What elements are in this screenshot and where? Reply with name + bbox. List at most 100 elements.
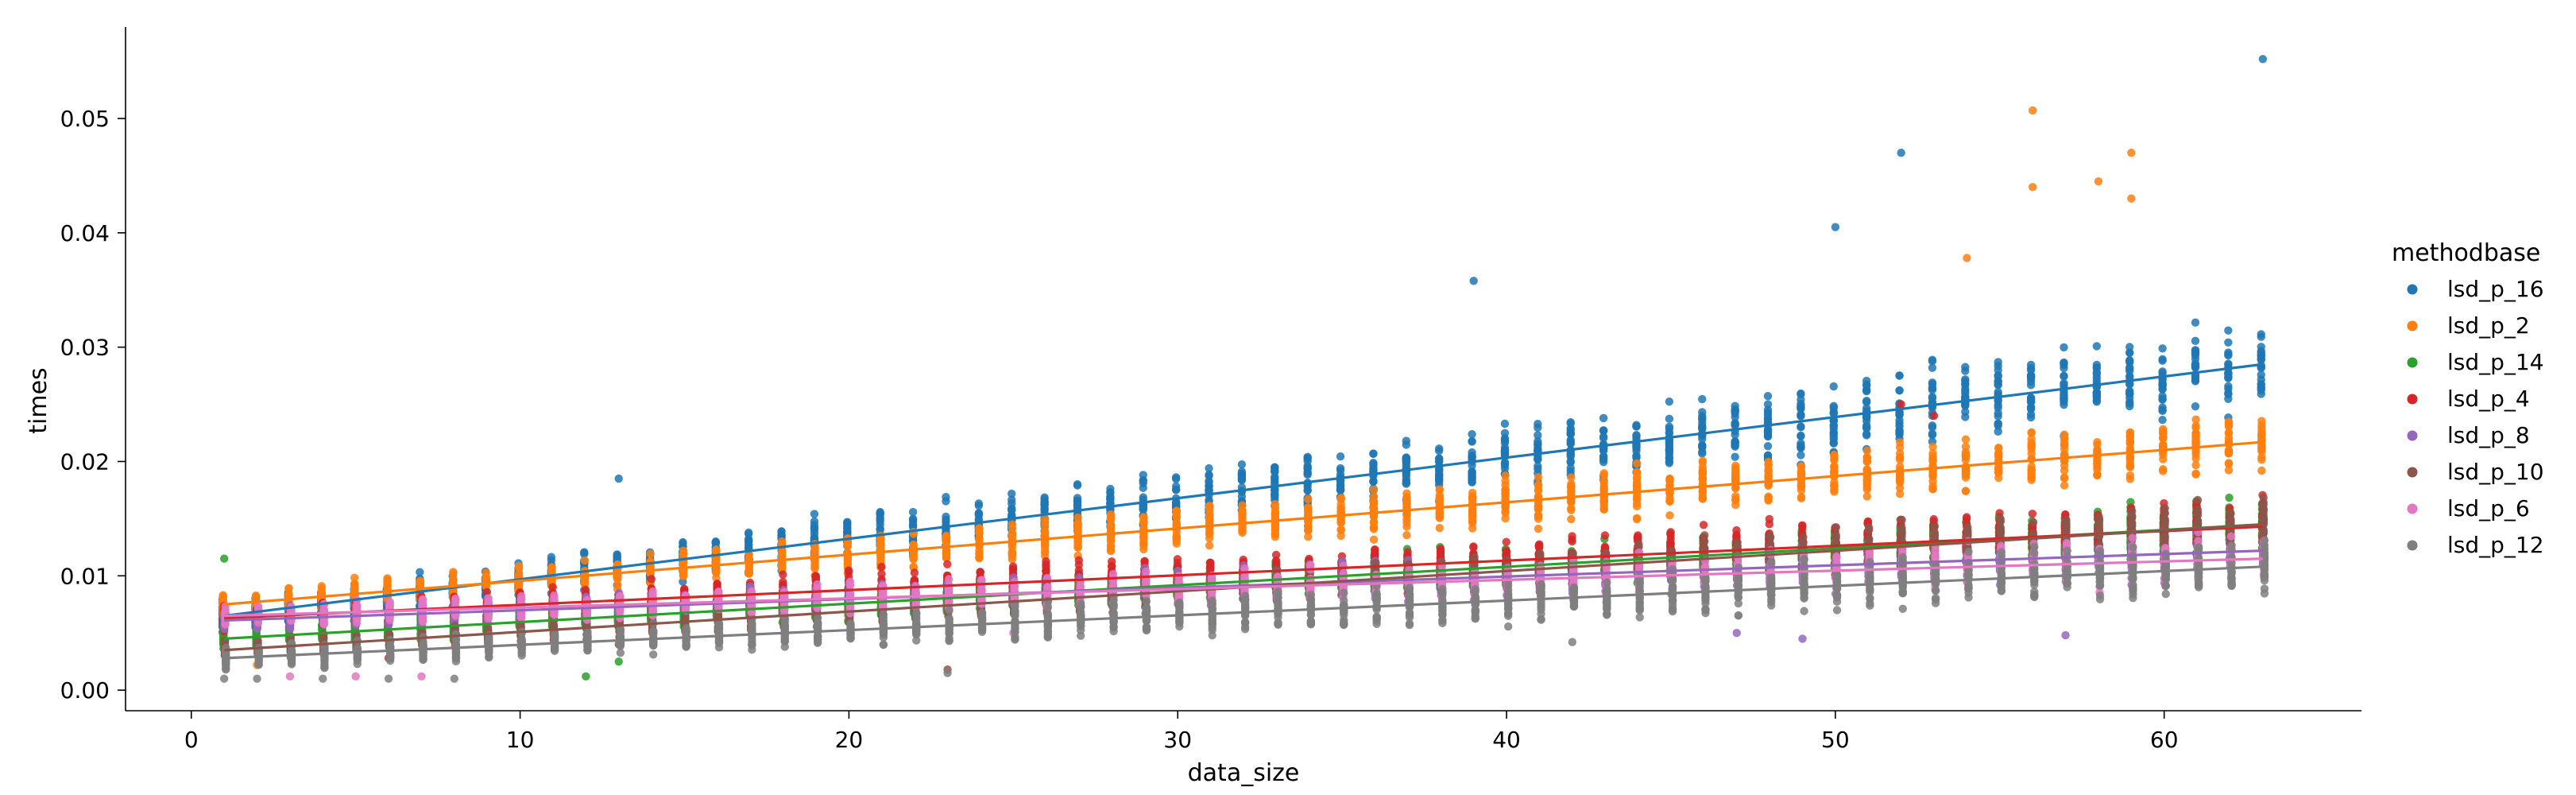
data-point [844, 568, 853, 576]
data-point [1435, 523, 1444, 533]
data-point [1500, 429, 1510, 438]
data-point [647, 575, 656, 584]
data-point [1008, 506, 1016, 515]
data-point [1402, 478, 1411, 487]
data-point [810, 521, 819, 529]
data-point [1698, 447, 1707, 456]
data-point [1468, 452, 1476, 460]
data-point [843, 518, 852, 526]
data-point [2027, 475, 2036, 484]
data-point [1665, 446, 1674, 455]
data-point [1271, 503, 1280, 512]
data-point [1567, 483, 1576, 492]
data-point [1698, 418, 1707, 427]
data-point [1468, 429, 1476, 439]
data-point [810, 526, 819, 535]
data-point [1961, 487, 1971, 495]
data-point [1041, 518, 1050, 527]
data-point [1994, 362, 2002, 370]
data-point [2092, 389, 2102, 398]
data-point [1763, 451, 1773, 460]
data-point [1895, 456, 1905, 464]
data-point [1698, 473, 1708, 482]
data-point [2092, 342, 2102, 351]
outlier-point [614, 657, 623, 666]
data-point [1173, 558, 1182, 568]
data-point [1468, 436, 1476, 446]
outlier-point [2028, 183, 2037, 192]
data-point [1797, 389, 1805, 398]
data-point [1468, 524, 1477, 533]
data-point [1369, 477, 1378, 486]
data-point [1862, 457, 1871, 466]
data-point [1928, 485, 1937, 494]
data-point [1961, 401, 1970, 409]
data-point [2158, 406, 2167, 415]
data-point [2257, 383, 2265, 393]
data-point [2158, 356, 2167, 365]
data-point [1731, 496, 1740, 505]
data-point [1763, 425, 1773, 434]
data-point [1402, 510, 1411, 520]
data-point [2026, 360, 2036, 370]
data-point [1435, 508, 1444, 517]
data-point [1106, 536, 1116, 545]
data-point [1797, 451, 1805, 460]
data-point [1139, 471, 1147, 479]
data-point [876, 514, 884, 522]
data-point [1895, 371, 1904, 380]
data-point [1665, 414, 1674, 424]
data-point [1928, 355, 1937, 364]
data-point [1073, 523, 1082, 532]
data-point [1797, 404, 1805, 413]
data-point [1008, 529, 1017, 537]
data-point [1862, 431, 1871, 440]
data-point [1074, 556, 1083, 565]
data-point [2158, 415, 2167, 425]
data-point [1797, 469, 1806, 479]
data-point [1961, 435, 1971, 444]
data-point [942, 492, 950, 502]
data-point [1500, 446, 1510, 455]
data-point [2092, 363, 2102, 372]
data-point [2191, 432, 2200, 441]
outlier-point [1469, 277, 1478, 285]
outlier-point [2258, 55, 2268, 64]
data-point [1895, 422, 1904, 431]
data-point [1895, 490, 1905, 498]
data-point [1106, 545, 1116, 554]
data-point [2191, 318, 2200, 327]
data-point [1205, 506, 1214, 514]
data-point [1402, 458, 1411, 467]
outlier-point [1831, 223, 1840, 231]
data-point [1632, 459, 1642, 468]
data-point [2027, 428, 2036, 437]
data-point [908, 507, 918, 517]
data-point [1336, 485, 1345, 494]
data-point [1665, 497, 1674, 506]
data-point [1829, 439, 1838, 448]
data-point [1042, 556, 1050, 566]
data-point [1534, 473, 1543, 482]
data-point [416, 568, 424, 576]
data-point [1172, 506, 1181, 515]
data-point [1829, 403, 1838, 413]
data-point [1731, 452, 1739, 461]
data-point [613, 550, 621, 559]
data-point [2125, 471, 2135, 480]
data-point [2257, 347, 2265, 355]
data-point [1468, 493, 1477, 502]
data-point [1205, 470, 1213, 479]
data-point [1830, 452, 1839, 461]
data-point [1797, 462, 1806, 471]
data-point [2093, 465, 2102, 474]
data-point [2027, 465, 2036, 474]
data-point [877, 562, 886, 572]
data-point [2159, 467, 2168, 475]
data-point [1928, 477, 1937, 486]
data-point [2257, 444, 2266, 454]
data-point [2224, 326, 2233, 335]
data-point [1073, 513, 1082, 522]
data-point [2191, 346, 2200, 355]
data-point [1862, 397, 1871, 405]
